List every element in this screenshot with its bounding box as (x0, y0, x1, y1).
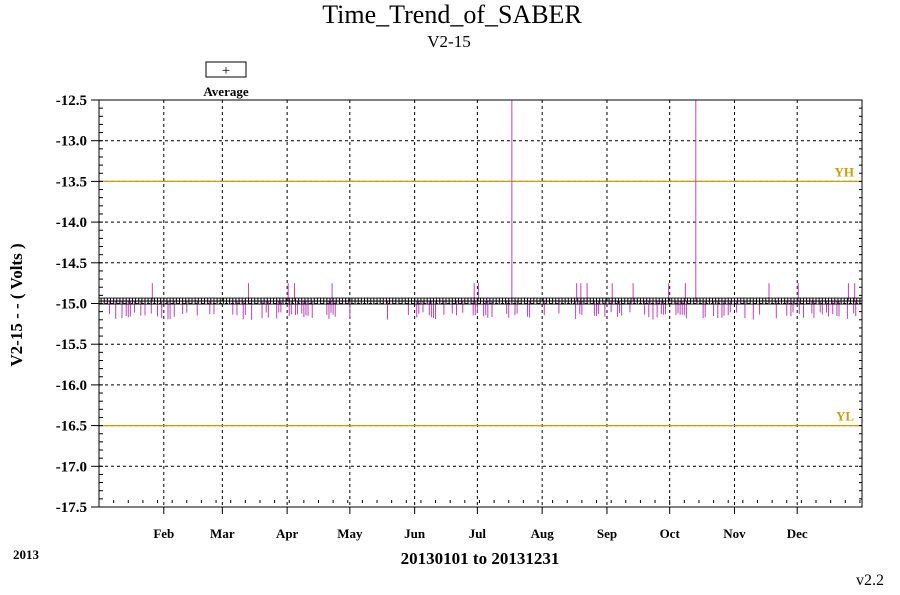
legend: + Average (203, 61, 249, 99)
x-tick-label: Feb (153, 526, 174, 541)
x-tick-label: Nov (723, 526, 746, 541)
y-tick-label: -15.0 (56, 297, 87, 313)
y-tick-label: -12.5 (56, 93, 87, 109)
x-tick-label: Jun (404, 526, 426, 541)
y-tick-label: -17.5 (56, 500, 87, 516)
y-tick-label: -15.5 (56, 337, 87, 353)
limit-lines: YH YL (99, 164, 862, 427)
x-tick-label: Jul (469, 526, 487, 541)
x-tick-label: May (337, 526, 363, 541)
x-tick-label: Mar (210, 526, 235, 541)
x-tick-label: Aug (531, 526, 555, 541)
average-markers (99, 297, 862, 305)
y-tick-label: -14.0 (56, 215, 87, 231)
x-tick-label: Dec (787, 526, 808, 541)
y-axis: -12.5 -13.0 -13.5 -14.0 -14.5 -15.0 -15.5 -16.0… (56, 93, 862, 516)
version-label: v2.2 (856, 572, 884, 589)
x-tick-label: Apr (276, 526, 299, 541)
chart-title: Time_Trend_of_SABER (322, 0, 582, 29)
series-average (99, 100, 862, 320)
legend-symbol: + (222, 63, 230, 79)
legend-label: Average (203, 84, 248, 99)
limit-label-yl: YL (836, 409, 854, 424)
year-label: 2013 (13, 547, 40, 562)
chart-subtitle: V2-15 (427, 32, 470, 51)
y-tick-label: -16.0 (56, 378, 87, 394)
x-tick-label: Sep (597, 526, 617, 541)
y-tick-label: -14.5 (56, 256, 87, 272)
y-tick-label: -16.5 (56, 419, 87, 435)
y-tick-label: -13.5 (56, 174, 87, 190)
y-tick-label: -13.0 (56, 134, 87, 150)
x-tick-label: Oct (660, 526, 681, 541)
x-axis: Feb Mar Apr May Jun Jul Aug Sep Oct Nov Dec (113, 500, 861, 541)
y-axis-label: V2-15 - - ( Volts ) (7, 243, 26, 366)
limit-label-yh: YH (835, 164, 855, 179)
x-axis-label: 20130101 to 20131231 (401, 549, 560, 568)
legend-box (205, 61, 247, 78)
y-tick-label: -17.0 (56, 459, 87, 475)
